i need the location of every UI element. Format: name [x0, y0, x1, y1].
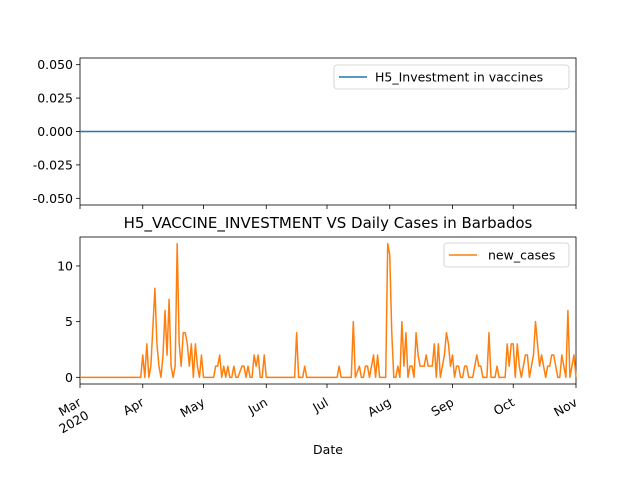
- top-y-tick-label: 0.025: [37, 91, 73, 106]
- top-legend: H5_Investment in vaccines: [333, 64, 570, 90]
- bottom-y-tick-label: 0: [65, 370, 73, 385]
- top-y-tick-label: -0.025: [33, 157, 73, 172]
- bottom-subplot: H5_VACCINE_INVESTMENT VS Daily Cases in …: [56, 214, 580, 457]
- bottom-x-tick-label: Jul: [309, 394, 330, 415]
- bottom-y-tick-label: 5: [65, 314, 73, 329]
- top-y-tick-label: -0.050: [33, 191, 73, 206]
- top-y-tick-label: 0.000: [37, 124, 73, 139]
- bottom-axes-frame: [79, 236, 577, 385]
- top-y-axis: 0.050 0.025 0.000 -0.025 -0.050: [33, 57, 80, 206]
- bottom-legend-box: [443, 242, 570, 268]
- bottom-legend: new_cases: [443, 242, 570, 268]
- bottom-legend-label: new_cases: [488, 248, 555, 263]
- x-axis-label: Date: [313, 442, 343, 457]
- top-x-axis: [79, 205, 577, 209]
- new-cases-line: [80, 242, 577, 379]
- chart-title: H5_VACCINE_INVESTMENT VS Daily Cases in …: [124, 214, 533, 233]
- top-legend-label: H5_Investment in vaccines: [375, 70, 543, 85]
- bottom-y-tick-label: 10: [57, 258, 73, 273]
- top-y-tick-label: 0.050: [37, 57, 73, 72]
- bottom-y-axis: 0 5 10: [57, 258, 80, 385]
- top-legend-box: [333, 64, 570, 90]
- top-subplot: 0.050 0.025 0.000 -0.025 -0.050 H5_Investmen…: [33, 57, 577, 209]
